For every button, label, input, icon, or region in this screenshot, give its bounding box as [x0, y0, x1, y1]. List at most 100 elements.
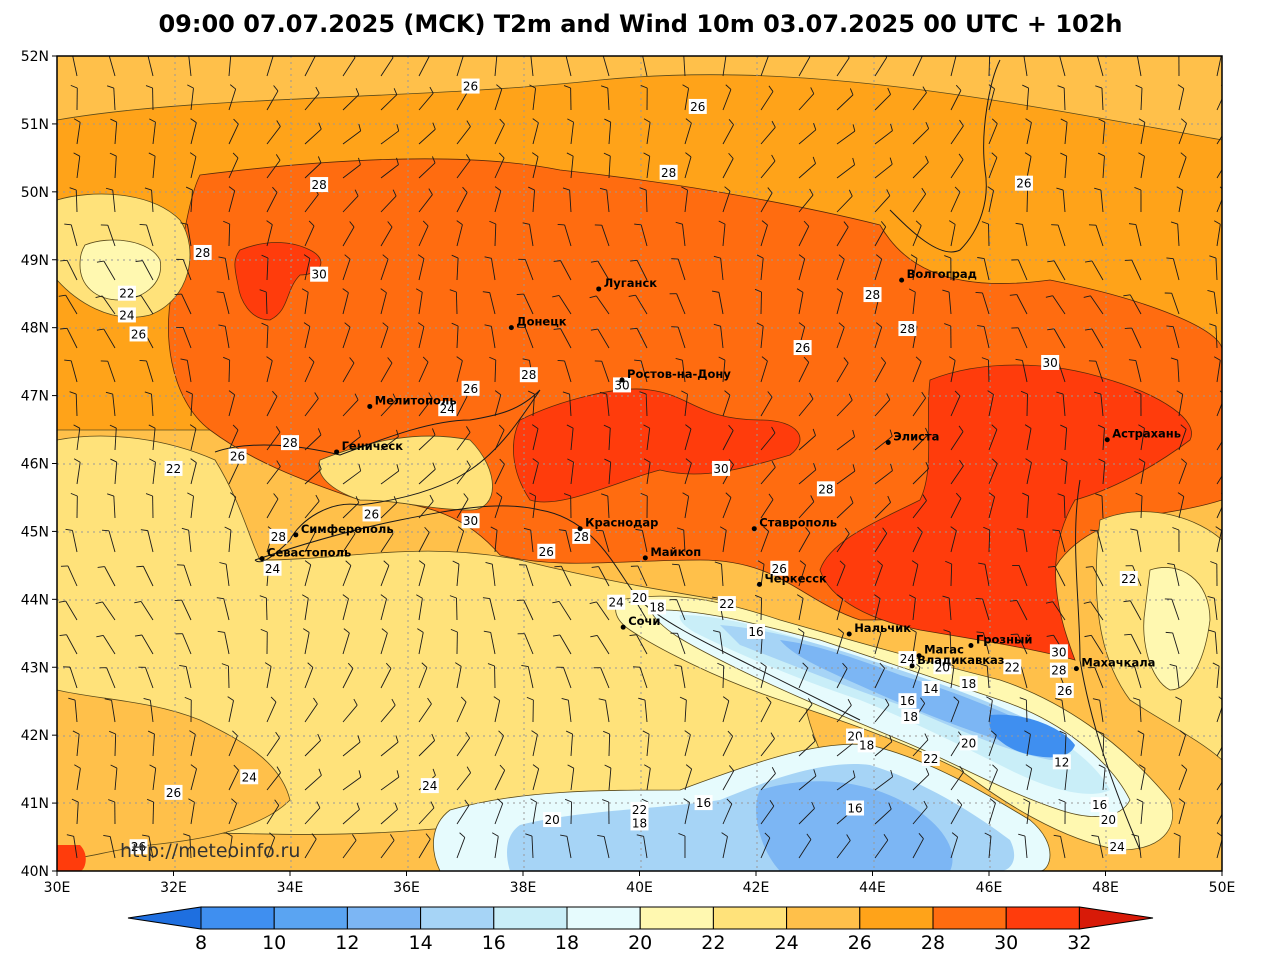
- wind-barb: [190, 734, 196, 757]
- wind-barb: [760, 224, 768, 247]
- wind-barb-feather: [392, 393, 397, 401]
- wind-barb-feather: [108, 799, 115, 803]
- wind-barb-feather: [713, 323, 721, 327]
- wind-barb: [104, 566, 116, 587]
- wind-barb-feather: [909, 594, 916, 599]
- wind-barb: [1058, 530, 1066, 553]
- wind-barb: [1064, 462, 1068, 485]
- wind-barb: [1022, 224, 1028, 247]
- wind-barb: [1173, 564, 1180, 587]
- wind-barb-feather: [393, 88, 398, 95]
- wind-barb: [490, 326, 496, 349]
- wind-barb: [1017, 327, 1028, 349]
- wind-barb-feather: [844, 527, 850, 535]
- wind-barb-feather: [451, 322, 459, 327]
- wind-barb: [1092, 566, 1104, 587]
- wind-barb-feather: [432, 156, 436, 164]
- wind-barb-feather: [1123, 600, 1131, 603]
- colorbar-tick-label: 10: [262, 932, 286, 954]
- wind-barb-feather: [983, 51, 989, 54]
- wind-barb-feather: [771, 767, 776, 774]
- wind-barb: [1140, 156, 1145, 179]
- wind-barb: [646, 734, 650, 757]
- contour-label: 18: [649, 600, 664, 614]
- wind-barb: [639, 667, 648, 689]
- wind-barb: [304, 532, 316, 553]
- wind-barb-feather: [842, 662, 848, 669]
- city-dot: [334, 449, 340, 455]
- wind-barb-feather: [70, 492, 78, 497]
- wind-barb: [141, 634, 154, 655]
- wind-barb: [798, 435, 816, 451]
- wind-barb-feather: [959, 459, 964, 467]
- wind-barb-feather: [73, 118, 81, 123]
- city-label: Ставрополь: [759, 516, 837, 530]
- city-dot: [367, 403, 373, 409]
- wind-barb-feather: [428, 392, 433, 399]
- wind-barb-feather: [602, 799, 609, 803]
- contour-label: 26: [463, 80, 478, 94]
- wind-barb: [760, 837, 771, 859]
- wind-barb-feather: [1137, 730, 1145, 735]
- wind-barb-feather: [69, 187, 77, 191]
- wind-barb-feather: [142, 834, 150, 837]
- wind-barb: [456, 432, 471, 451]
- contour-label: 28: [661, 166, 676, 180]
- wind-barb-feather: [1098, 764, 1106, 769]
- city-dot: [846, 631, 852, 637]
- wind-barb-feather: [532, 764, 539, 770]
- wind-barb: [950, 395, 961, 417]
- wind-barb: [1216, 224, 1221, 247]
- wind-barb-feather: [880, 221, 887, 228]
- wind-barb: [108, 530, 116, 553]
- colorbar-extend-high: [1078, 906, 1154, 930]
- contour-label-box: [921, 750, 940, 766]
- wind-barb: [266, 258, 269, 281]
- wind-barb-feather: [911, 560, 919, 565]
- wind-barb: [1090, 635, 1104, 655]
- wind-barb-feather: [228, 186, 235, 192]
- wind-barb-feather: [1219, 390, 1222, 394]
- wind-barb-feather: [449, 289, 457, 293]
- wind-barb: [684, 394, 688, 417]
- contour-label: 28: [900, 322, 915, 336]
- wind-barb: [1178, 769, 1188, 791]
- wind-barb-feather: [988, 84, 995, 90]
- wind-barb: [1130, 634, 1142, 655]
- wind-barb-feather: [1025, 458, 1032, 463]
- wind-barb-feather: [432, 462, 436, 470]
- contour-label: 26: [539, 545, 554, 559]
- wind-barb: [608, 122, 612, 145]
- wind-barb: [912, 468, 929, 485]
- wind-barb-feather: [134, 634, 142, 637]
- wind-barb: [380, 470, 399, 485]
- wind-barb-feather: [97, 566, 105, 568]
- wind-barb: [114, 768, 118, 791]
- wind-barb: [456, 837, 466, 859]
- wind-barb: [152, 156, 156, 179]
- wind-barb-feather: [390, 834, 395, 841]
- city-label: Элиста: [893, 429, 939, 443]
- wind-barb-feather: [71, 798, 79, 803]
- wind-barb-feather: [303, 628, 310, 633]
- wind-barb-feather: [181, 527, 189, 531]
- contour-label: 26: [1057, 684, 1072, 698]
- wind-barb-feather: [1022, 492, 1029, 497]
- wind-barb: [1096, 56, 1104, 77]
- city-label: Астрахань: [1112, 427, 1181, 441]
- wind-barb-feather: [95, 295, 103, 299]
- wind-barb-feather: [630, 259, 638, 262]
- wind-barb: [106, 667, 116, 689]
- wind-barb: [607, 88, 610, 111]
- wind-barb: [718, 292, 724, 315]
- wind-barb-feather: [227, 696, 234, 701]
- wind-barb: [950, 360, 956, 383]
- wind-barb: [1091, 328, 1104, 349]
- wind-barb-feather: [807, 698, 813, 705]
- wind-barb-feather: [721, 832, 728, 837]
- wind-barb-feather: [595, 529, 604, 532]
- wind-barb: [1131, 259, 1142, 281]
- wind-barb-feather: [1210, 561, 1217, 565]
